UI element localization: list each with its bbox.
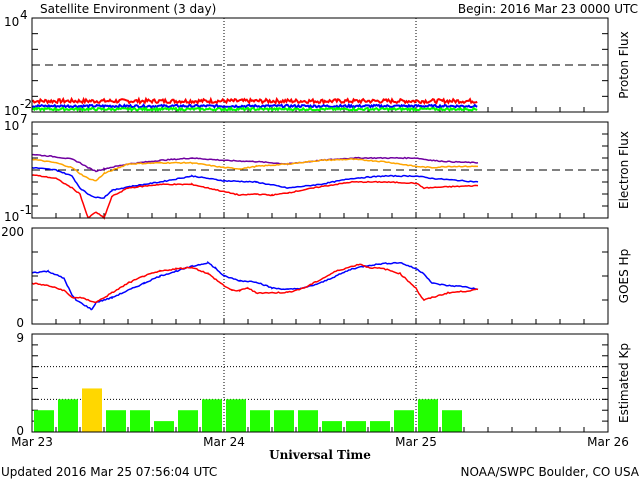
series-green — [31, 106, 478, 113]
y-axis-label: Proton Flux — [617, 31, 631, 98]
kp-bar — [178, 410, 198, 432]
kp-bar — [130, 410, 150, 432]
updated-time: Updated 2016 Mar 25 07:56:04 UTC — [1, 465, 217, 479]
panel-estimated-kp: 9 0 Estimated Kp — [16, 331, 631, 438]
kp-bar — [154, 421, 174, 432]
kp-bar — [370, 421, 390, 432]
kp-bar — [106, 410, 126, 432]
panel-frame — [31, 17, 609, 113]
series-red — [31, 96, 478, 106]
series-purple — [32, 153, 479, 173]
y-tick-label-top: 200 — [1, 225, 24, 239]
series-blue — [31, 260, 479, 311]
x-tick-label-mar24: Mar 24 — [203, 435, 245, 449]
y-tick-label-top: 10 — [4, 119, 19, 133]
kp-bar — [418, 399, 438, 432]
y-tick-label-top: 10 — [4, 15, 19, 29]
chart-title: Satellite Environment (3 day) — [40, 2, 216, 16]
x-tick-label-mar26: Mar 26 — [587, 435, 629, 449]
kp-bar — [58, 399, 78, 432]
y-tick-label-bottom: 0 — [16, 424, 24, 438]
kp-bar — [442, 410, 462, 432]
y-tick-exponent-top: 7 — [20, 112, 28, 126]
kp-bar — [346, 421, 366, 432]
y-tick-label-bottom: 0 — [16, 316, 24, 330]
kp-bar — [394, 410, 414, 432]
kp-bar — [250, 410, 270, 432]
y-tick-exponent-top: 4 — [20, 8, 28, 22]
begin-time: Begin: 2016 Mar 23 0000 UTC — [458, 2, 638, 16]
y-tick-exponent-bottom: -2 — [20, 97, 32, 111]
series-orange — [31, 158, 478, 182]
y-tick-label-bottom: 10 — [4, 210, 19, 224]
y-axis-label: GOES Hp — [617, 249, 631, 303]
kp-bar — [226, 399, 246, 432]
y-axis-label: Estimated Kp — [617, 343, 631, 423]
series-red — [31, 263, 479, 304]
kp-bar — [298, 410, 318, 432]
x-tick-label-mar23: Mar 23 — [11, 435, 53, 449]
y-axis-label: Electron Flux — [617, 131, 631, 209]
panel-frame — [31, 121, 609, 219]
y-tick-label-bottom: 10 — [4, 104, 19, 118]
y-tick-exponent-bottom: -1 — [20, 203, 32, 217]
kp-bar — [82, 388, 102, 432]
x-axis-label: Universal Time — [269, 448, 371, 462]
series-red — [31, 174, 479, 220]
kp-bar — [202, 399, 222, 432]
panel-frame — [31, 333, 609, 433]
x-tick-label-mar25: Mar 25 — [395, 435, 437, 449]
kp-bar — [34, 410, 54, 432]
kp-bar — [322, 421, 342, 432]
series-blue — [31, 166, 479, 199]
panel-goes-hp: 200 0 GOES Hp — [1, 225, 631, 330]
panel-frame — [31, 227, 609, 325]
series-blue — [31, 102, 478, 110]
kp-bar — [274, 410, 294, 432]
credit: NOAA/SWPC Boulder, CO USA — [461, 465, 640, 479]
y-tick-label-top: 9 — [16, 331, 24, 345]
